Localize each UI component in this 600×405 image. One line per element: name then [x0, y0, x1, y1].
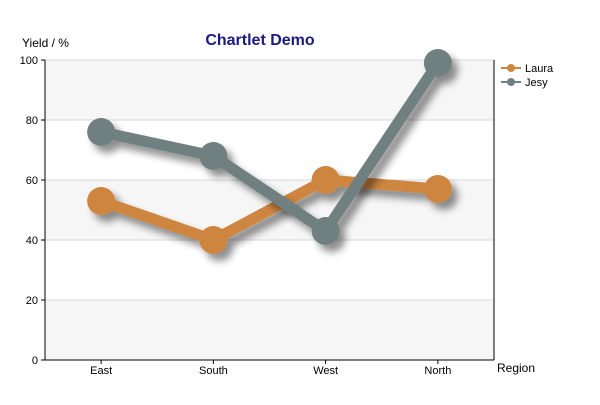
y-tick-label: 80	[26, 115, 38, 127]
series-line	[95, 57, 444, 237]
y-tick-label: 60	[26, 175, 38, 187]
x-tick-label: South	[199, 365, 228, 377]
plot-background	[45, 60, 494, 360]
data-point	[199, 226, 228, 254]
background-band	[45, 300, 494, 360]
data-point	[423, 175, 452, 203]
y-tick-label: 100	[20, 55, 38, 67]
data-point	[199, 142, 228, 170]
x-tick-label: West	[313, 365, 338, 377]
legend-item: Jesy	[501, 77, 548, 89]
chart-title: Chartlet Demo	[205, 32, 315, 49]
data-point	[423, 49, 452, 77]
y-tick-label: 20	[26, 295, 38, 307]
y-axis-label: Yield / %	[22, 36, 69, 50]
data-point	[311, 217, 340, 245]
labels: Chartlet Demo Yield / % Region	[22, 32, 535, 375]
y-tick-label: 0	[32, 355, 38, 367]
x-axis-label: Region	[497, 361, 535, 375]
grid-lines	[45, 59, 494, 301]
data-point	[87, 187, 116, 215]
legend: Laura Jesy	[501, 63, 554, 89]
series-laura	[87, 166, 452, 254]
legend-label: Jesy	[525, 77, 548, 89]
legend-marker	[507, 64, 515, 72]
data-point	[87, 118, 116, 146]
y-tick-label: 40	[26, 235, 38, 247]
legend-label: Laura	[525, 63, 554, 75]
x-tick-label: East	[90, 365, 112, 377]
legend-marker	[507, 78, 515, 86]
series-line	[95, 174, 444, 246]
legend-item: Laura	[501, 63, 554, 75]
axes: 0 20 40 60 80 100 East South West North	[20, 55, 495, 377]
series-layer	[87, 49, 452, 254]
x-tick-label: North	[424, 365, 451, 377]
series-jesy	[87, 49, 452, 245]
data-point	[311, 166, 340, 194]
